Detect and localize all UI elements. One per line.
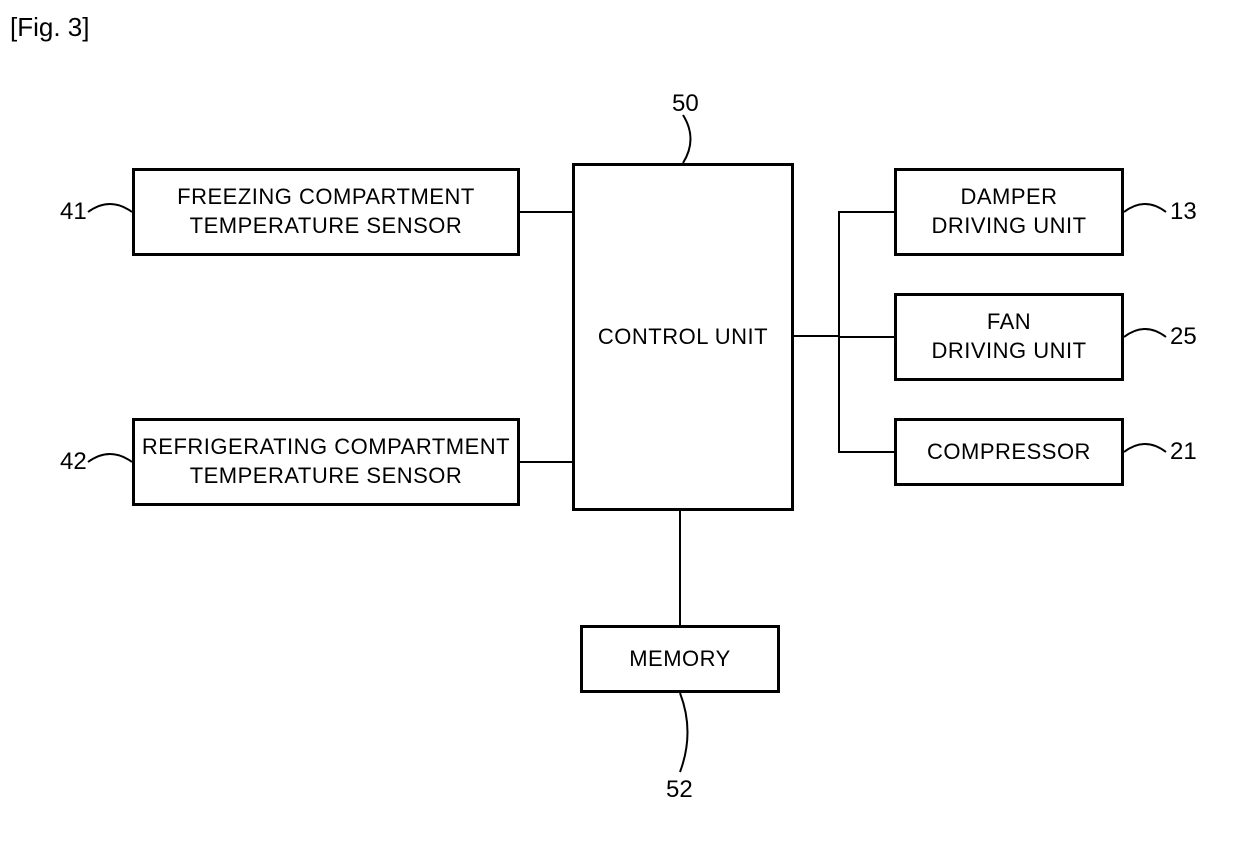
ref-50: 50 — [672, 90, 699, 118]
connector-bus-to-damper — [838, 211, 894, 213]
ref-13: 13 — [1170, 198, 1197, 226]
leader-13-leader — [1124, 204, 1166, 212]
ref-42: 42 — [60, 448, 87, 476]
block-freezing-sensor: FREEZING COMPARTMENTTEMPERATURE SENSOR — [132, 168, 520, 256]
leader-50-leader — [683, 115, 691, 163]
block-refrigerating-sensor: REFRIGERATING COMPARTMENTTEMPERATURE SEN… — [132, 418, 520, 506]
block-label: FANDRIVING UNIT — [931, 308, 1086, 365]
block-label: REFRIGERATING COMPARTMENTTEMPERATURE SEN… — [142, 433, 510, 490]
ref-25: 25 — [1170, 323, 1197, 351]
connector-control-to-memory — [679, 511, 681, 625]
connector-bus-to-compressor — [838, 451, 894, 453]
block-control-unit: CONTROL UNIT — [572, 163, 794, 511]
leader-42-leader — [88, 454, 132, 462]
connector-control-to-bus — [794, 335, 838, 337]
block-label: FREEZING COMPARTMENTTEMPERATURE SENSOR — [177, 183, 475, 240]
connector-refrigerating-to-control — [520, 461, 572, 463]
block-memory: MEMORY — [580, 625, 780, 693]
block-label: DAMPERDRIVING UNIT — [931, 183, 1086, 240]
block-label: MEMORY — [629, 645, 731, 674]
connector-bus-to-fan — [838, 336, 894, 338]
block-label: COMPRESSOR — [927, 438, 1091, 467]
block-label: CONTROL UNIT — [598, 323, 768, 352]
ref-21: 21 — [1170, 438, 1197, 466]
leader-41-leader — [88, 204, 132, 212]
block-fan-driving: FANDRIVING UNIT — [894, 293, 1124, 381]
block-damper-driving: DAMPERDRIVING UNIT — [894, 168, 1124, 256]
connector-freezing-to-control — [520, 211, 572, 213]
leader-52-leader — [680, 693, 688, 772]
connector-vertical-bus — [838, 211, 840, 453]
figure-title: [Fig. 3] — [10, 12, 89, 43]
leader-21-leader — [1124, 444, 1166, 452]
ref-41: 41 — [60, 198, 87, 226]
leader-25-leader — [1124, 329, 1166, 337]
block-compressor: COMPRESSOR — [894, 418, 1124, 486]
ref-52: 52 — [666, 776, 693, 804]
